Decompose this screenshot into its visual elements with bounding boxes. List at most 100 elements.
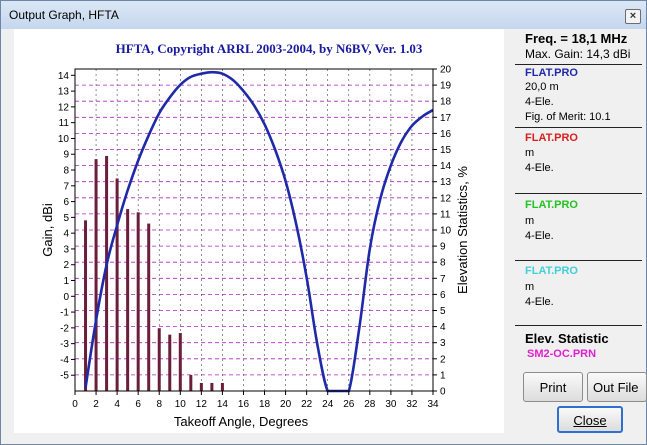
out-file-button[interactable]: Out File [587,372,647,402]
y2-tick-label: 20 [440,65,452,76]
y2-tick-label: 12 [440,193,452,204]
y2-tick-label: 14 [440,161,452,172]
y-tick-label: 4 [63,229,69,240]
x-tick-label: 34 [427,399,439,410]
y2-tick-label: 0 [440,387,446,398]
entry-1-file: FLAT.PRO [525,67,578,79]
y-tick-label: 5 [63,213,69,224]
frequency-label: Freq. = 18,1 MHz [525,31,628,46]
y2-tick-label: 1 [440,370,446,381]
y-tick-label: -4 [60,355,69,366]
x-tick-label: 20 [280,399,292,410]
y-tick-label: 13 [58,87,70,98]
y2-tick-label: 5 [440,306,446,317]
elevation-bar [115,178,119,391]
y2-axis-label: Elevation Statistics, % [455,166,470,294]
entry-3-line: m [525,215,535,227]
separator [515,260,642,261]
elevation-bar [136,212,140,391]
y2-tick-label: 6 [440,290,446,301]
x-tick-label: 30 [385,399,397,410]
y-tick-label: 0 [63,292,69,303]
x-tick-label: 12 [196,399,208,410]
y-tick-label: -2 [60,323,69,334]
y2-tick-label: 11 [440,209,451,220]
entry-2-line: 4-Ele. [525,162,554,174]
close-button-label: Close [573,413,607,428]
elevation-bar [126,209,130,391]
y2-tick-label: 2 [440,354,446,365]
print-button[interactable]: Print [523,372,583,402]
y2-tick-label: 19 [440,81,452,92]
y2-tick-label: 15 [440,145,452,156]
x-tick-label: 18 [259,399,271,410]
elevation-bar [105,155,109,391]
entry-1-line: 20,0 m [525,81,559,93]
y-tick-label: 10 [58,134,70,145]
y-tick-label: 3 [63,244,69,255]
y-tick-label: 14 [58,71,70,82]
entry-3-file: FLAT.PRO [525,199,578,211]
elev-statistic-file: SM2-OC.PRN [527,348,597,360]
elev-statistic-title: Elev. Statistic [525,331,609,346]
x-tick-label: 16 [238,399,250,410]
separator [515,193,642,194]
max-gain-label: Max. Gain: 14,3 dBi [525,47,631,61]
y-tick-label: 6 [63,197,69,208]
window-title: Output Graph, HFTA [9,8,119,22]
separator [515,325,642,326]
y-tick-label: -1 [60,308,69,319]
x-tick-label: 14 [217,399,229,410]
x-tick-label: 28 [364,399,376,410]
y-tick-label: -5 [60,371,69,382]
y2-tick-label: 4 [440,322,446,333]
elevation-bar [220,382,224,391]
elevation-bar [199,382,203,391]
entry-1-line: Fig. of Merit: 10.1 [525,111,611,123]
x-tick-label: 0 [72,399,78,410]
entry-4-file: FLAT.PRO [525,265,578,277]
separator [515,64,642,65]
close-button[interactable]: Close [557,406,623,433]
y-tick-label: 11 [59,118,70,129]
title-bar[interactable]: Output Graph, HFTA × [1,1,646,29]
elevation-bar [147,223,151,391]
entry-3-line: 4-Ele. [525,230,554,242]
elevation-bar [157,328,161,391]
legend-panel: Freq. = 18,1 MHz Max. Gain: 14,3 dBi FLA… [515,29,645,433]
chart-title: HFTA, Copyright ARRL 2003-2004, by N6BV,… [116,41,423,56]
axes: -5-4-3-2-1012345678910111213140123456789… [58,65,452,411]
y-tick-label: -3 [60,339,69,350]
y2-tick-label: 16 [440,129,452,140]
y-tick-label: 2 [63,260,69,271]
y2-tick-label: 3 [440,338,446,349]
elevation-bar [210,382,214,391]
y-tick-label: 1 [63,276,69,287]
y-tick-label: 7 [63,181,69,192]
entry-4-line: m [525,281,535,293]
elevation-bar [94,159,98,391]
y2-tick-label: 17 [440,113,452,124]
x-tick-label: 6 [135,399,141,410]
x-tick-label: 4 [114,399,120,410]
y-axis-label: Gain, dBi [40,203,55,257]
x-tick-label: 32 [406,399,418,410]
x-tick-label: 2 [93,399,99,410]
gain-curve [84,70,434,393]
y2-tick-label: 13 [440,177,452,188]
output-graph: HFTA, Copyright ARRL 2003-2004, by N6BV,… [14,29,504,433]
close-window-icon[interactable]: × [625,9,641,24]
y2-tick-label: 18 [440,97,452,108]
separator [515,127,642,128]
x-tick-label: 24 [322,399,334,410]
entry-4-line: 4-Ele. [525,296,554,308]
x-tick-label: 26 [343,399,355,410]
entry-2-line: m [525,147,535,159]
y2-tick-label: 9 [440,242,446,253]
y2-tick-label: 7 [440,274,446,285]
elevation-bar [84,220,88,391]
gain-chart: HFTA, Copyright ARRL 2003-2004, by N6BV,… [40,41,470,429]
entry-2-file: FLAT.PRO [525,132,578,144]
elevation-bar [189,374,193,391]
